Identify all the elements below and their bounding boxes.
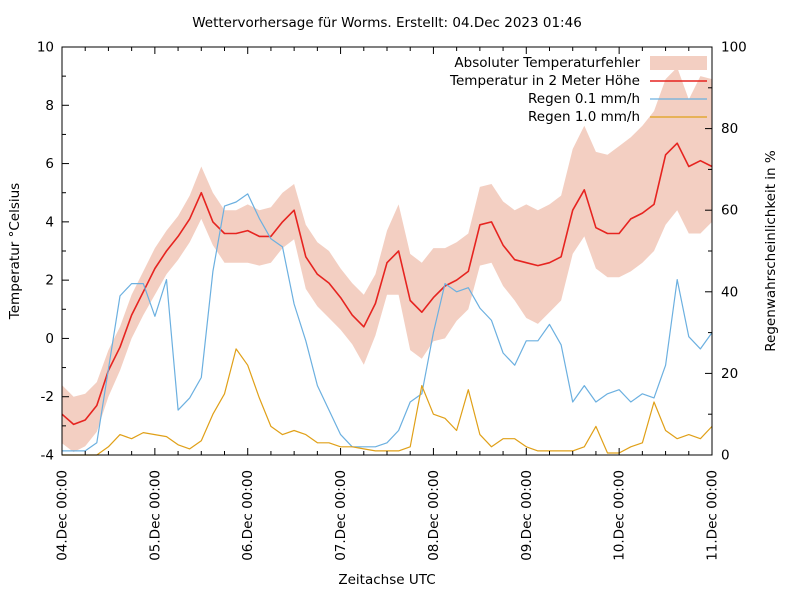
y-right-tick-label: 100	[721, 40, 747, 56]
x-tick-label: 04.Dec 00:00	[55, 470, 71, 561]
legend: Absoluter Temperaturfehler Temperatur in…	[449, 55, 707, 125]
y-left-tick-label: -2	[41, 389, 54, 405]
y-left-tick-label: 2	[45, 273, 54, 289]
y-left-tick-label: 6	[45, 156, 54, 172]
y-left-tick-label: 4	[45, 214, 54, 230]
x-tick-label: 06.Dec 00:00	[240, 470, 256, 561]
y-left-tick-label: 10	[37, 40, 54, 56]
y-right-tick-label: 0	[721, 448, 730, 464]
rain-01-line	[62, 193, 713, 452]
y-right-tick-label: 60	[721, 203, 738, 219]
legend-label-rain-01: Regen 0.1 mm/h	[528, 91, 640, 107]
x-tick-label: 08.Dec 00:00	[426, 470, 442, 561]
legend-label-temperature-error: Absoluter Temperaturfehler	[454, 55, 640, 71]
x-axis-title: Zeitachse UTC	[338, 572, 435, 588]
y-right-tick-label: 40	[721, 284, 738, 300]
legend-label-rain-10: Regen 1.0 mm/h	[528, 109, 640, 125]
rain-10-line	[62, 348, 713, 456]
legend-label-temperature: Temperatur in 2 Meter Höhe	[449, 73, 640, 89]
x-tick-label: 09.Dec 00:00	[519, 470, 535, 561]
temperature-line	[61, 142, 713, 426]
x-tick-label: 07.Dec 00:00	[333, 470, 349, 561]
y-left-axis-title: Temperatur °Celsius	[7, 183, 23, 320]
x-tick-label: 05.Dec 00:00	[147, 470, 163, 561]
y-left-tick-label: -4	[41, 448, 54, 464]
x-tick-label: 10.Dec 00:00	[612, 470, 628, 561]
chart-title: Wettervorhersage für Worms. Erstellt: 04…	[192, 15, 582, 31]
y-right-tick-label: 20	[721, 366, 738, 382]
temperature-error-band	[62, 67, 712, 453]
y-left-tick-label: 0	[45, 331, 54, 347]
y-left-tick-label: 8	[45, 98, 54, 114]
legend-swatch-temperature-error	[650, 56, 707, 70]
y-right-tick-label: 80	[721, 121, 738, 137]
x-tick-label: 11.Dec 00:00	[705, 470, 721, 561]
y-right-axis-title: Regenwahrscheinlichkeit in %	[763, 150, 779, 352]
